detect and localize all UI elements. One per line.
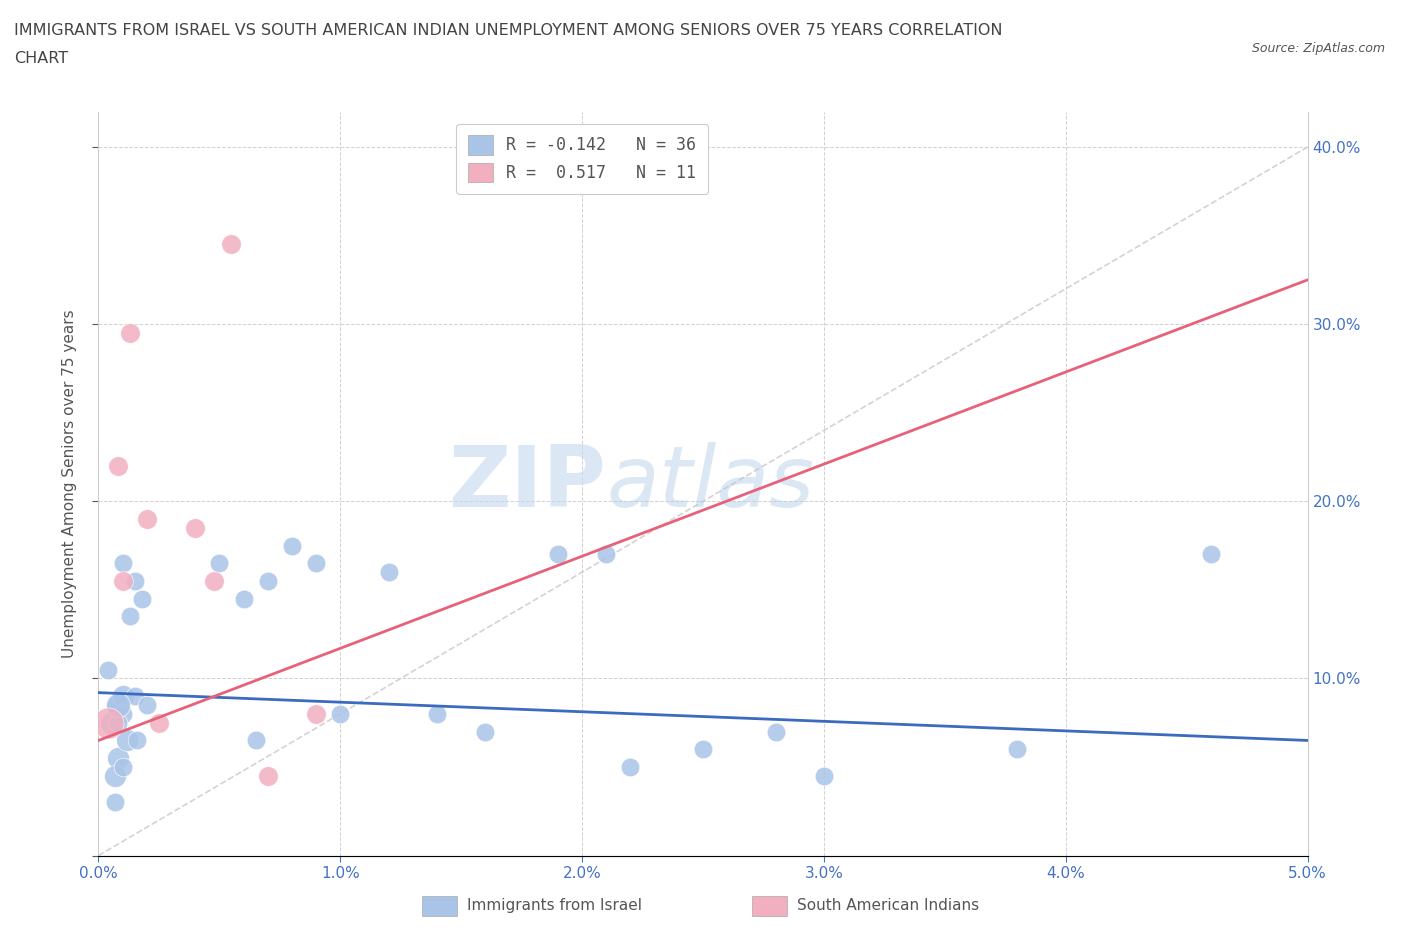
Point xyxy=(692,742,714,757)
Point xyxy=(305,707,328,722)
Text: IMMIGRANTS FROM ISRAEL VS SOUTH AMERICAN INDIAN UNEMPLOYMENT AMONG SENIORS OVER : IMMIGRANTS FROM ISRAEL VS SOUTH AMERICAN… xyxy=(14,23,1002,38)
Point xyxy=(329,707,352,722)
Point xyxy=(1007,742,1029,757)
Point xyxy=(118,326,141,340)
Point xyxy=(619,760,641,775)
Point xyxy=(107,715,129,730)
Point xyxy=(100,715,122,730)
Text: atlas: atlas xyxy=(606,442,814,525)
Point xyxy=(135,512,157,526)
Legend: R = -0.142   N = 36, R =  0.517   N = 11: R = -0.142 N = 36, R = 0.517 N = 11 xyxy=(457,124,707,193)
Point xyxy=(107,751,129,765)
Point xyxy=(111,574,134,589)
Point xyxy=(474,724,496,739)
Point xyxy=(104,768,127,783)
Point xyxy=(1199,547,1222,562)
Text: Immigrants from Israel: Immigrants from Israel xyxy=(467,898,641,913)
Point xyxy=(208,556,231,571)
Point xyxy=(256,768,278,783)
Point xyxy=(377,565,399,579)
Point xyxy=(305,556,328,571)
Point xyxy=(107,698,129,712)
Point xyxy=(148,715,170,730)
Point xyxy=(107,458,129,473)
Text: South American Indians: South American Indians xyxy=(797,898,980,913)
Point xyxy=(124,689,146,704)
Point xyxy=(97,662,120,677)
Y-axis label: Unemployment Among Seniors over 75 years: Unemployment Among Seniors over 75 years xyxy=(62,310,77,658)
Point xyxy=(245,733,267,748)
Point xyxy=(127,733,149,748)
Point xyxy=(547,547,569,562)
Point xyxy=(124,574,146,589)
Text: Source: ZipAtlas.com: Source: ZipAtlas.com xyxy=(1251,42,1385,55)
Point xyxy=(131,591,153,606)
Point xyxy=(281,538,304,553)
Point xyxy=(111,707,134,722)
Point xyxy=(426,707,449,722)
Point xyxy=(221,237,243,252)
Point xyxy=(117,733,139,748)
Point xyxy=(595,547,617,562)
Point xyxy=(184,521,207,536)
Point xyxy=(256,574,278,589)
Point xyxy=(111,760,134,775)
Point xyxy=(111,556,134,571)
Point xyxy=(813,768,835,783)
Point xyxy=(765,724,787,739)
Point xyxy=(135,698,157,712)
Point xyxy=(204,574,226,589)
Point xyxy=(118,609,141,624)
Text: CHART: CHART xyxy=(14,51,67,66)
Point xyxy=(111,689,134,704)
Point xyxy=(107,698,129,712)
Text: ZIP: ZIP xyxy=(449,442,606,525)
Point xyxy=(232,591,254,606)
Point xyxy=(104,795,127,810)
Point xyxy=(97,715,120,730)
